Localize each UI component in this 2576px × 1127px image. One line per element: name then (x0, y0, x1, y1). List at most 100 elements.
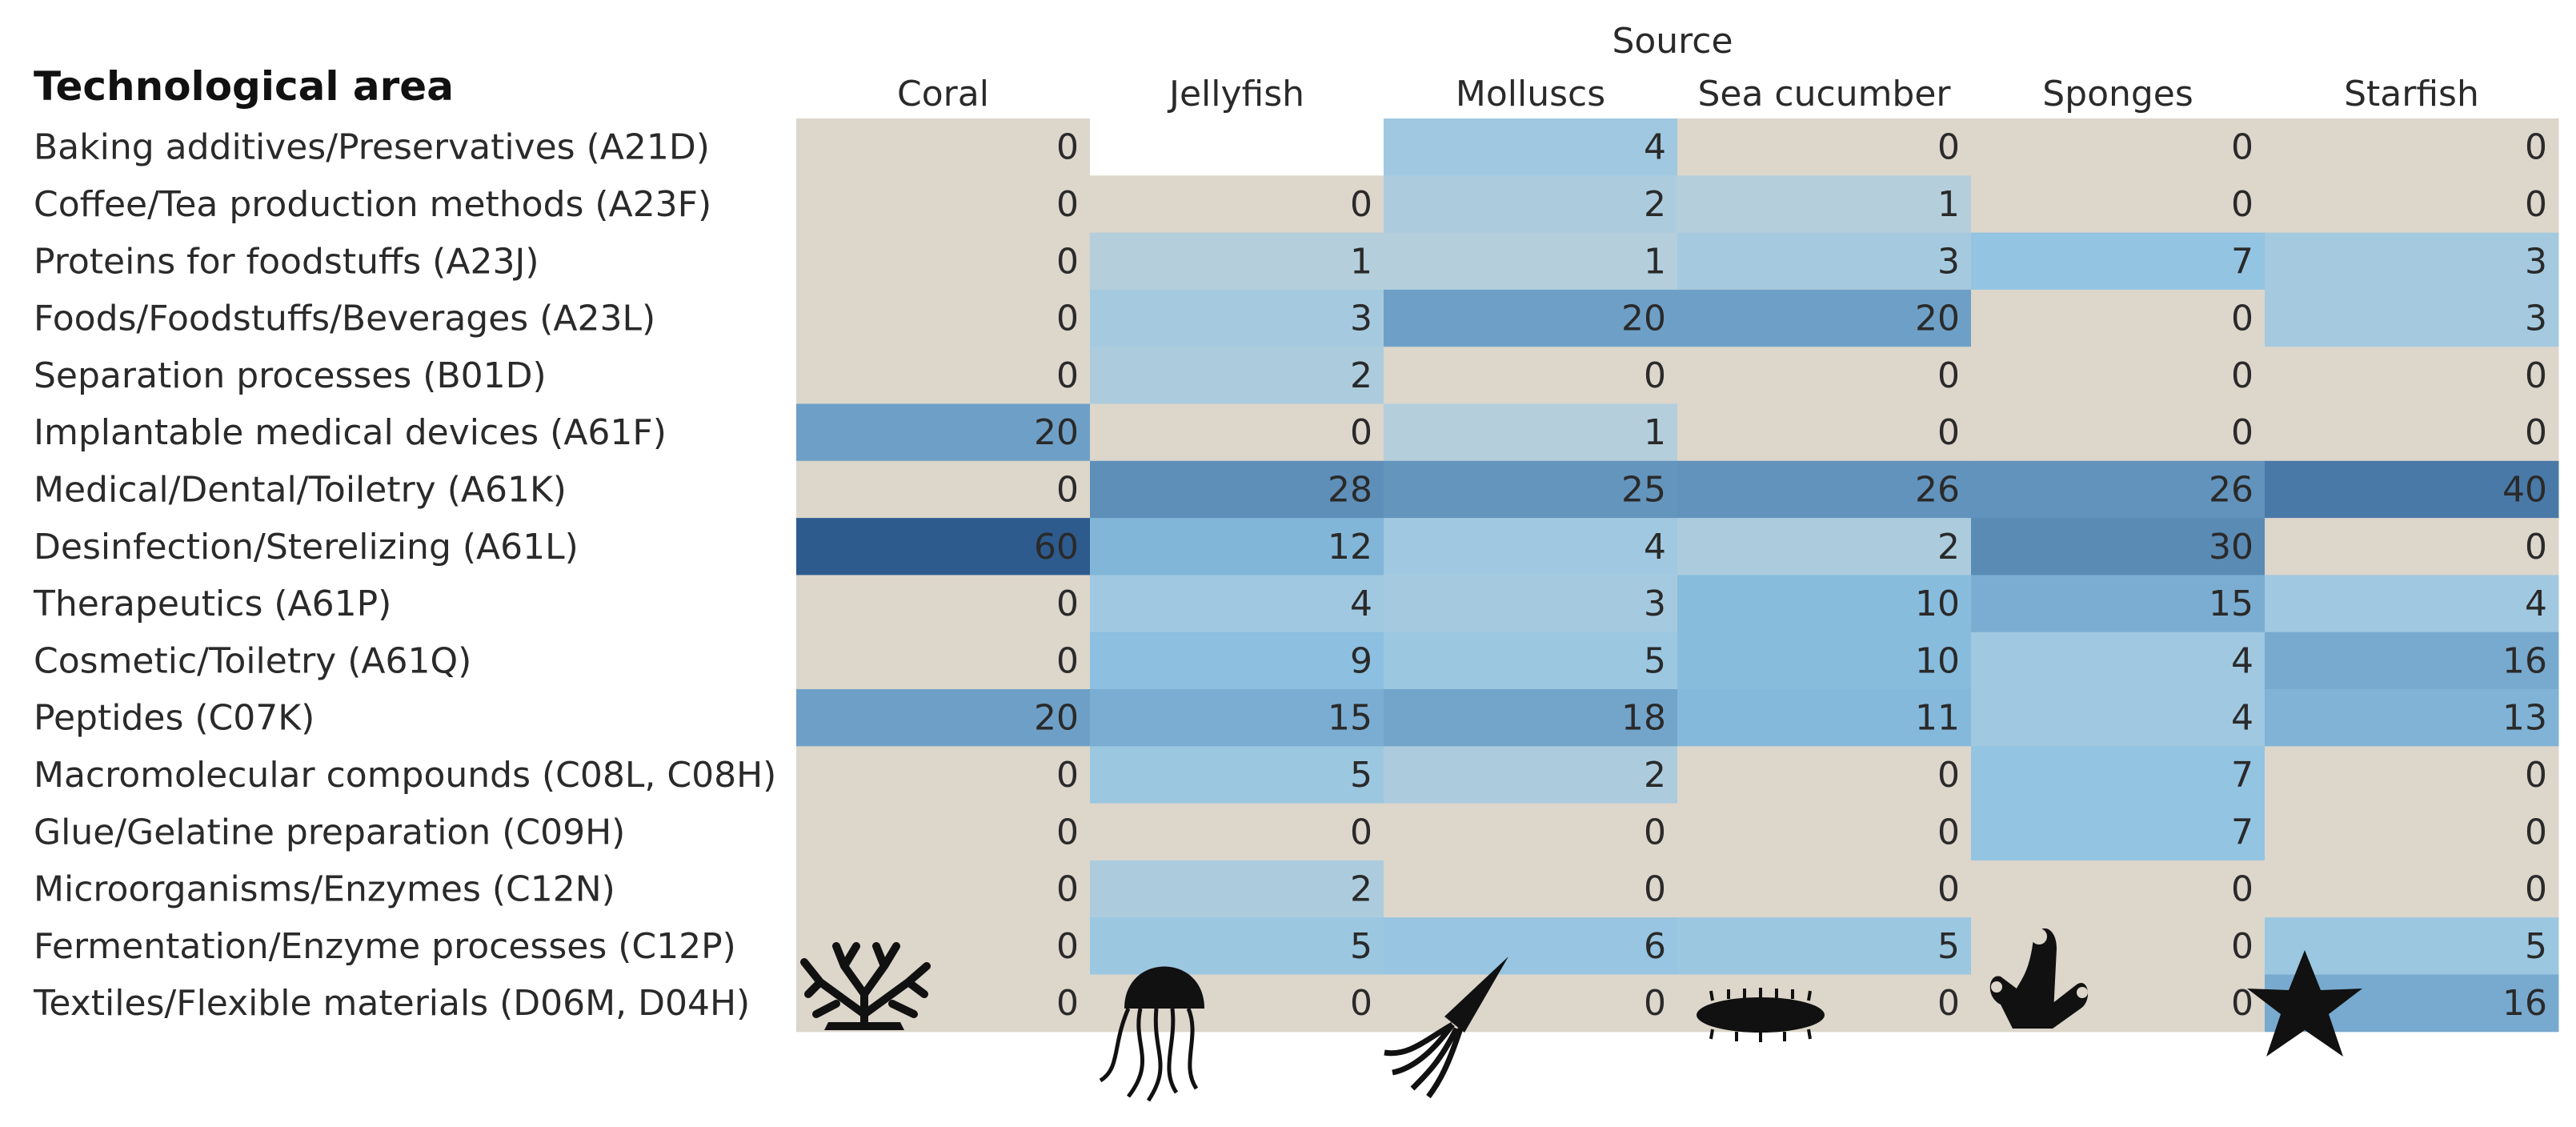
source-icons (800, 928, 2362, 1102)
cell-value: 3 (1644, 584, 1666, 624)
row-label: Microorganisms/Enzymes (C12N) (34, 869, 615, 910)
heatmap-cell (1384, 118, 1678, 176)
column-label: Jellyfish (1167, 74, 1304, 114)
row-label: Peptides (C07K) (34, 698, 314, 739)
cell-value: 0 (2525, 869, 2547, 910)
heatmap-cell (1677, 632, 1972, 690)
cell-value: 3 (1937, 241, 1960, 282)
heatmap-cell (1971, 575, 2266, 633)
cell-value: 0 (2525, 412, 2547, 453)
cell-value: 0 (2231, 926, 2253, 967)
cell-value: 0 (2525, 127, 2547, 168)
cell-value: 5 (1937, 926, 1960, 967)
cell-value: 40 (2502, 469, 2547, 510)
heatmap-cell (796, 860, 1091, 918)
cell-value: 0 (1056, 127, 1079, 168)
heatmap-cell (796, 175, 1091, 234)
cell-value: 0 (2231, 299, 2253, 339)
cell-value: 0 (1937, 127, 1960, 168)
heatmap-cell (1971, 917, 2266, 975)
heatmap-cell (2265, 860, 2559, 918)
row-label: Therapeutics (A61P) (33, 584, 391, 624)
cell-value: 0 (2525, 755, 2547, 796)
heatmap-cell (1384, 175, 1678, 234)
heatmap-cell (1677, 518, 1972, 576)
cell-value: 3 (2525, 241, 2547, 282)
heatmap-cell (1677, 403, 1972, 462)
heatmap-cell (1090, 518, 1384, 576)
cell-value: 0 (1056, 355, 1079, 396)
cell-value: 0 (1350, 412, 1372, 453)
heatmap-cell (796, 689, 1091, 747)
cell-value: 4 (2525, 584, 2547, 624)
column-label: Starfish (2344, 74, 2479, 114)
heatmap-cell (1971, 689, 2266, 747)
heatmap-cell (1384, 632, 1678, 690)
heatmap-cell (1384, 689, 1678, 747)
sea-cucumber-icon (1697, 988, 1825, 1042)
cell-value: 0 (2231, 127, 2253, 168)
heatmap-cell (1090, 746, 1384, 804)
cell-value: 0 (1056, 184, 1079, 225)
cell-value: 0 (2525, 355, 2547, 396)
cell-value: 0 (1056, 299, 1079, 339)
heatmap-cell (796, 575, 1091, 633)
cell-value: 0 (1644, 812, 1666, 852)
heatmap-cell (1090, 689, 1384, 747)
heatmap-cell (1971, 232, 2266, 291)
heatmap-cell (2265, 803, 2559, 861)
cell-value: 5 (1350, 926, 1372, 967)
heatmap-cell (1677, 232, 1972, 291)
cell-value: 0 (1937, 412, 1960, 453)
cell-value: 16 (2502, 640, 2547, 681)
row-label: Coffee/Tea production methods (A23F) (34, 184, 711, 225)
cell-value: 0 (2231, 869, 2253, 910)
cell-value: 10 (1915, 584, 1960, 624)
heatmap-cell (2265, 289, 2559, 347)
cell-value: 0 (2231, 412, 2253, 453)
heatmap-cell (1090, 575, 1384, 633)
cell-value: 2 (1350, 869, 1372, 910)
cell-value: 9 (1350, 640, 1372, 681)
heatmap-cell (1090, 917, 1384, 975)
cell-value: 0 (1644, 355, 1666, 396)
cell-value: 25 (1621, 469, 1666, 510)
heatmap-cell (1090, 232, 1384, 291)
heatmap-cell (1677, 175, 1972, 234)
heatmap-cell (796, 118, 1091, 176)
cell-value: 26 (1915, 469, 1960, 510)
heatmap-cell (2265, 632, 2559, 690)
cell-value: 10 (1915, 640, 1960, 681)
heatmap-cell (1971, 518, 2266, 576)
cell-value: 4 (2231, 698, 2253, 739)
cell-value: 5 (1644, 640, 1666, 681)
cell-value: 1 (1644, 241, 1666, 282)
cell-value: 0 (2525, 812, 2547, 852)
heatmap-cell (1090, 289, 1384, 347)
cell-value: 20 (1915, 299, 1960, 339)
heatmap-cell (2265, 232, 2559, 291)
heatmap-cell (796, 518, 1091, 576)
cell-value: 28 (1328, 469, 1372, 510)
heatmap-cell (1090, 460, 1384, 519)
heatmap-cell (1384, 746, 1678, 804)
heatmap-cell (1677, 746, 1972, 804)
row-label: Macromolecular compounds (C08L, C08H) (34, 755, 776, 796)
cell-value: 15 (1328, 698, 1372, 739)
cell-value: 0 (1056, 755, 1079, 796)
heatmap-cell (1384, 347, 1678, 404)
heatmap-cells: 0 4 0 0 00 0 2 1 0 00 1 1 3 7 30 3 20 20 0 30 2 0 0 0 020 0 1 0 0 00 2… (796, 118, 2559, 1033)
cell-value: 16 (2502, 983, 2547, 1024)
row-header-title: Technological area (34, 63, 454, 110)
cell-value: 20 (1034, 698, 1079, 739)
heatmap-cell (2265, 518, 2559, 576)
heatmap-cell (1090, 403, 1384, 462)
cell-value: 4 (1644, 527, 1666, 568)
heatmap-cell (796, 460, 1091, 519)
cell-value: 0 (1056, 812, 1079, 852)
heatmap-cell (2265, 118, 2559, 176)
cell-value: 5 (1350, 755, 1372, 796)
heatmap-cell (1971, 347, 2266, 404)
column-labels: Coral Jellyfish Molluscs Sea cucumber Sponge… (897, 74, 2479, 114)
